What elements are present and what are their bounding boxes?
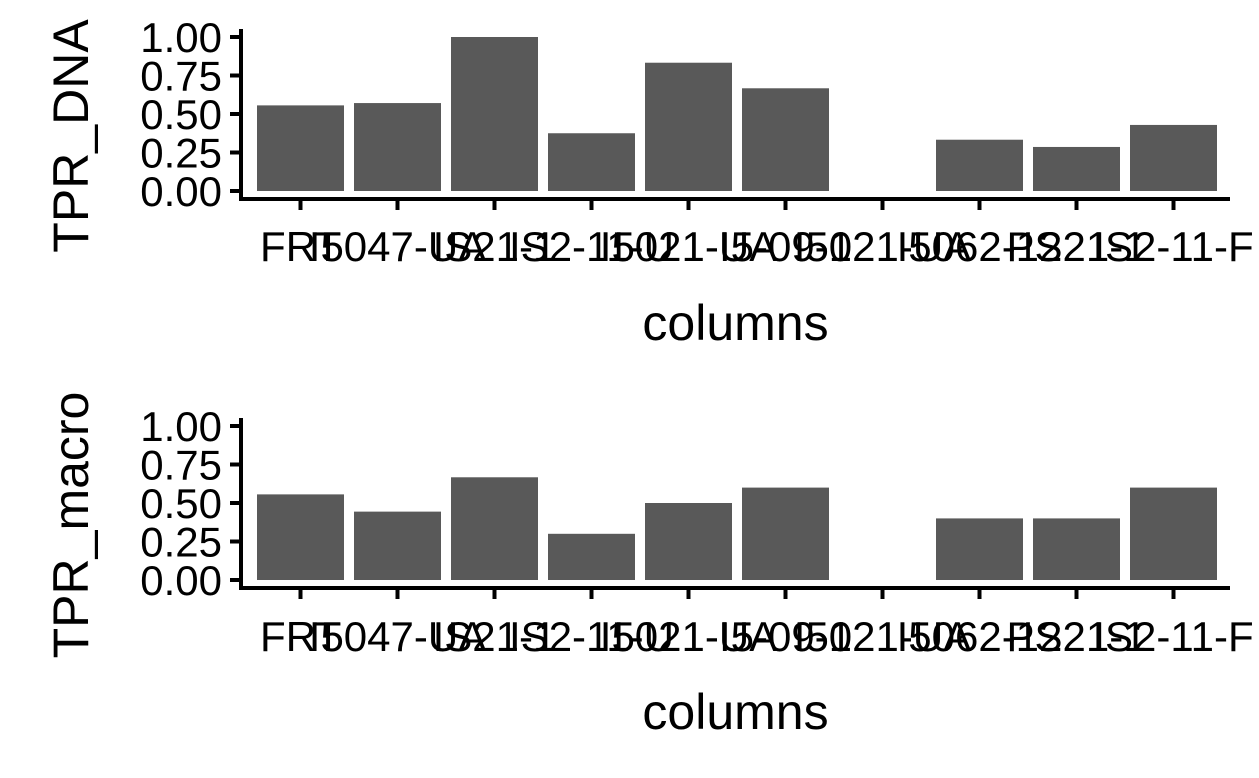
bar <box>742 487 829 580</box>
x-tick-label: FRT <box>260 613 341 660</box>
x-tick-label: FRT <box>260 223 341 270</box>
y-tick-label: 0.50 <box>140 480 222 527</box>
x-tick-label: I5062-12 <box>897 223 1063 270</box>
x-tick-label: PS21-1 <box>1006 613 1146 660</box>
bar <box>451 37 538 191</box>
y-tick-label: 0.75 <box>140 53 222 100</box>
y-tick-label: 0.00 <box>140 557 222 604</box>
x-tick-label: IS21-1 <box>433 613 557 660</box>
bar <box>936 518 1023 580</box>
bar <box>548 133 635 191</box>
y-axis-title: TPR_macro <box>43 392 99 659</box>
x-tick-label: I5047-UA <box>309 223 486 270</box>
x-axis-title: columns <box>642 684 828 740</box>
x-tick-label: IS2-11-F <box>1093 223 1253 270</box>
y-tick-label: 0.75 <box>140 442 222 489</box>
bar <box>451 477 538 580</box>
x-tick-label: IS21-1 <box>433 223 557 270</box>
x-tick-label: I5-09-1 <box>719 613 852 660</box>
bar <box>354 511 441 580</box>
bar <box>645 503 732 580</box>
x-tick-label: IS2-11-U <box>509 223 674 270</box>
x-tick-label: I5021-UA <box>600 223 777 270</box>
x-tick-label: PS21-1 <box>1006 223 1146 270</box>
x-tick-label: I5021-UA <box>794 223 971 270</box>
bar <box>742 88 829 191</box>
y-tick-label: 1.00 <box>140 14 222 61</box>
bar <box>354 103 441 191</box>
bar <box>1033 146 1120 191</box>
bar <box>1130 124 1217 191</box>
x-tick-label: I5047-UA <box>309 613 486 660</box>
y-axis-title: TPR_DNA <box>43 19 99 253</box>
x-tick-label: I5021-UA <box>794 613 971 660</box>
y-tick-label: 0.00 <box>140 168 222 215</box>
bar <box>257 105 344 191</box>
bar <box>548 533 635 580</box>
y-tick-label: 0.50 <box>140 91 222 138</box>
bar <box>936 139 1023 191</box>
x-tick-label: I5062-12 <box>897 613 1063 660</box>
bar <box>1033 518 1120 580</box>
x-tick-label: I5021-UA <box>600 613 777 660</box>
y-tick-label: 1.00 <box>140 403 222 450</box>
chart-panel-tpr-macro: 0.000.250.500.751.00FRTI5047-UAIS21-1IS2… <box>43 392 1254 740</box>
y-tick-label: 0.25 <box>140 130 222 177</box>
chart-panel-tpr-dna: 0.000.250.500.751.00FRTI5047-UAIS21-1IS2… <box>43 14 1254 351</box>
bar <box>645 62 732 191</box>
y-tick-label: 0.25 <box>140 519 222 566</box>
x-tick-label: IS2-11-F <box>1093 613 1253 660</box>
x-tick-label: I5-09-1 <box>719 223 852 270</box>
bar <box>1130 487 1217 580</box>
x-tick-label: IS2-11-U <box>509 613 674 660</box>
bar <box>257 494 344 580</box>
x-axis-title: columns <box>642 295 828 351</box>
